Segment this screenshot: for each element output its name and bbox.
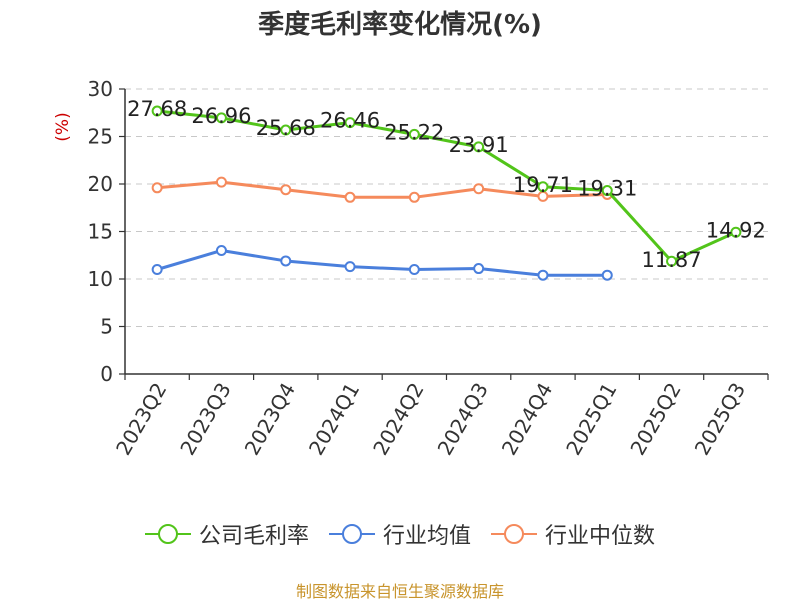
data-point [344,117,356,129]
series-lines [151,105,742,281]
data-point [215,112,227,124]
data-point [344,191,356,203]
x-tick-label: 2024Q3 [433,379,493,460]
data-point [473,263,485,275]
data-label: 26.96 [191,104,251,128]
data-label: 26.46 [320,109,380,133]
legend-item[interactable]: 公司毛利率 [144,518,309,550]
legend: 公司毛利率 行业均值 行业中位数 [0,518,800,550]
series-line [156,249,608,277]
data-point [280,124,292,136]
y-tick-label: 0 [100,362,113,386]
data-point [215,176,227,188]
series-line [156,109,737,263]
data-point [408,191,420,203]
y-tick-label: 30 [88,77,113,101]
y-tick-label: 5 [100,315,113,339]
data-point [473,183,485,195]
legend-item[interactable]: 行业均值 [328,518,471,550]
x-tick-label: 2024Q4 [497,379,557,460]
data-point [408,128,420,140]
legend-marker-icon [144,524,191,544]
chart-title: 季度毛利率变化情况(%) [258,10,542,40]
x-tick-label: 2023Q2 [111,379,171,460]
x-tick-label: 2023Q3 [175,379,235,460]
x-tick-label: 2025Q3 [690,379,750,460]
legend-label: 公司毛利率 [198,524,309,549]
data-point [344,261,356,273]
data-label: 11.87 [641,248,701,272]
data-point [601,185,613,197]
data-point [151,264,163,275]
data-point [537,269,549,281]
grid-lines [125,88,768,327]
legend-item[interactable]: 行业中位数 [491,518,655,550]
data-point [408,264,420,275]
data-label: 19.71 [513,173,573,197]
legend-label: 行业中位数 [545,524,656,549]
data-point [730,226,742,238]
data-label: 25.68 [256,116,316,140]
data-point [601,269,613,281]
data-label: 25.22 [384,120,444,144]
legend-marker-icon [491,524,537,544]
y-tick-label: 25 [88,125,113,149]
source-note: 制图数据来自恒生聚源数据库 [295,582,504,601]
data-point [537,181,549,193]
y-tick-label: 15 [88,220,113,244]
y-axis-unit-label: (%) [53,112,73,141]
series-line [157,180,608,199]
data-point [280,255,292,267]
data-point [151,182,163,194]
y-tick-label: 20 [88,172,113,196]
legend-marker-icon [328,524,375,544]
legend-label: 行业均值 [382,524,471,549]
data-point [215,245,227,256]
data-point [151,105,163,117]
data-label: 27.68 [127,97,187,121]
x-tick-label: 2024Q2 [368,379,428,460]
data-point [280,184,292,196]
data-point [666,255,678,267]
data-point [473,141,485,153]
x-tick-label: 2023Q4 [240,379,300,460]
x-tick-label: 2024Q1 [304,379,364,460]
data-label: 19.31 [577,177,637,201]
y-tick-label: 10 [88,267,113,291]
x-tick-label: 2025Q2 [625,379,685,460]
x-tick-label: 2025Q1 [561,379,621,460]
data-label: 14.92 [706,218,766,242]
data-label: 23.91 [449,133,509,157]
